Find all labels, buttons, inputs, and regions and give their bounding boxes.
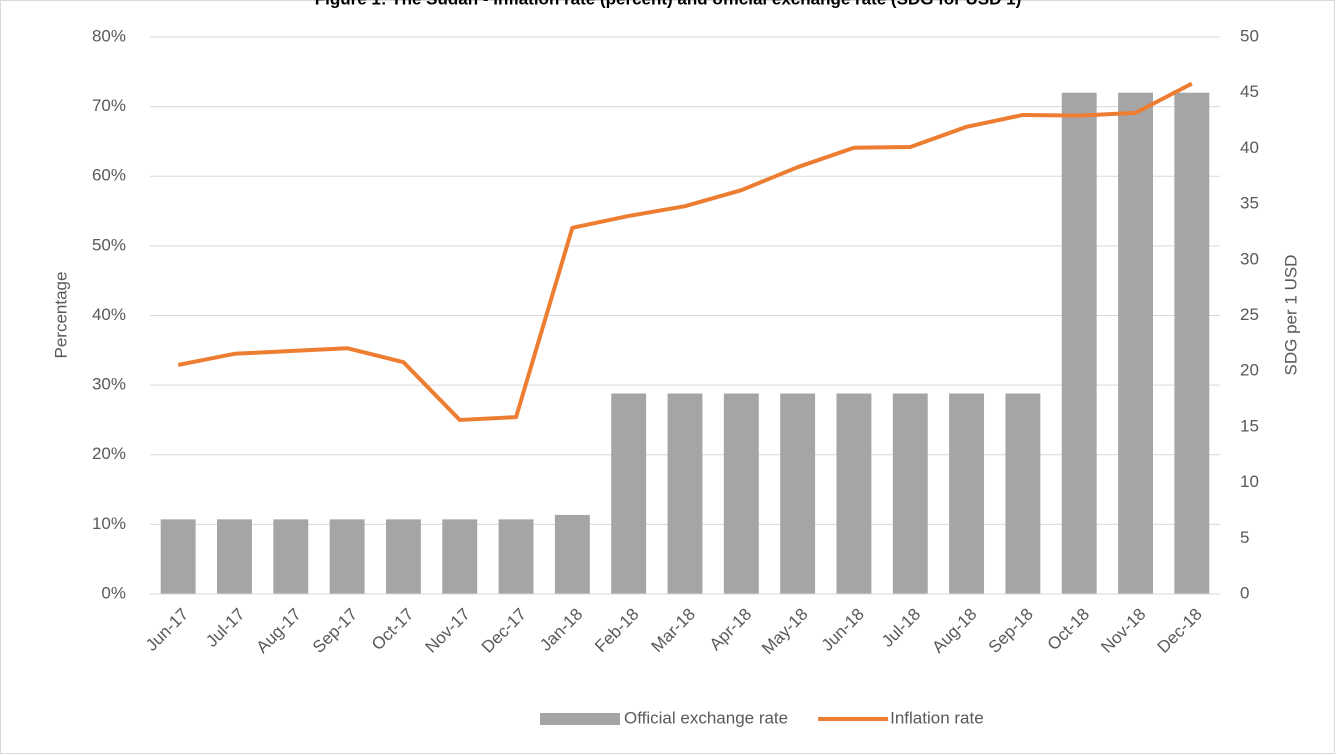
y2-tick-label: 0: [1240, 583, 1249, 602]
bar: [1174, 92, 1210, 594]
bar: [498, 519, 534, 594]
y-tick-label: 60%: [92, 166, 126, 185]
bar: [217, 519, 252, 594]
bar: [554, 514, 590, 594]
y2-tick-label: 45: [1240, 82, 1259, 101]
bar: [1061, 92, 1097, 594]
bar: [329, 519, 365, 594]
bar: [160, 519, 196, 594]
y-axis-label: Percentage: [51, 272, 70, 359]
y2-tick-label: 50: [1240, 26, 1259, 45]
y-tick-label: 70%: [92, 96, 126, 115]
y-tick-label: 80%: [92, 26, 126, 45]
bar: [892, 393, 928, 594]
chart-title: Figure 1: The Sudan - Inflation rate (pe…: [315, 0, 1022, 8]
bar: [723, 393, 759, 594]
bar: [780, 393, 816, 594]
y2-tick-label: 10: [1240, 472, 1259, 491]
legend-swatch: [540, 713, 620, 725]
bar: [1005, 393, 1041, 594]
legend-label: Inflation rate: [890, 708, 984, 727]
bar: [667, 393, 703, 594]
y-tick-label: 10%: [92, 514, 126, 533]
y-tick-label: 30%: [92, 375, 126, 394]
bar: [611, 393, 647, 594]
y2-tick-label: 35: [1240, 194, 1259, 213]
line: [177, 81, 1193, 422]
y-tick-label: 40%: [92, 305, 126, 324]
bar: [1118, 92, 1153, 594]
y2-tick-label: 5: [1240, 528, 1249, 547]
y-tick-label: 0%: [101, 583, 126, 602]
bar: [949, 393, 985, 594]
y2-tick-label: 20: [1240, 361, 1259, 380]
y2-tick-label: 25: [1240, 305, 1259, 324]
y2-tick-label: 40: [1240, 138, 1259, 157]
y2-axis-label: SDG per 1 USD: [1281, 255, 1300, 376]
y2-tick-label: 30: [1240, 249, 1259, 268]
y2-tick-label: 15: [1240, 416, 1259, 435]
y-tick-label: 20%: [92, 444, 126, 463]
bar: [273, 519, 309, 594]
legend-label: Official exchange rate: [624, 708, 788, 727]
y-tick-label: 50%: [92, 235, 126, 254]
bar: [836, 393, 872, 594]
bar: [442, 519, 478, 594]
bar: [385, 519, 421, 594]
